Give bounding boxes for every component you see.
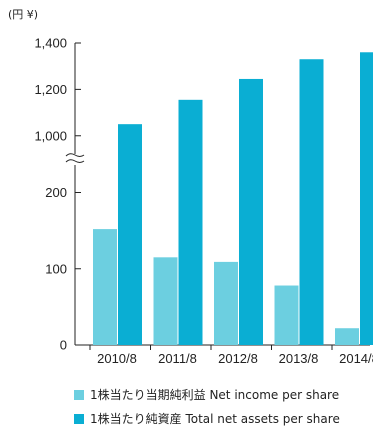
bar-net-income [153,257,178,345]
legend-item-net-assets: 1株当たり純資産 Total net assets per share [74,410,340,427]
y-axis: 0 100 200 1,000 1,200 1,400 [34,36,370,353]
x-tick-label: 2012/8 [218,351,258,366]
y-tick-label: 200 [45,185,67,200]
axis-break-mark-top [65,153,85,157]
legend-label-net-income: 1株当たり当期純利益 Net income per share [90,388,340,402]
bar-net-income [335,328,359,345]
x-tick-label: 2011/8 [158,351,197,366]
bar-net-assets [360,52,373,345]
legend-label-net-assets: 1株当たり純資産 Total net assets per share [90,412,340,426]
y-tick-label: 100 [45,261,67,276]
y-tick-label: 0 [60,338,67,353]
y-tick-label: 1,000 [34,128,67,143]
bar-net-assets [118,124,142,345]
legend-swatch-net-assets [74,413,84,424]
bar-net-income [93,229,117,345]
legend-swatch-net-income [74,389,84,400]
x-tick-label: 2014/8 [339,351,373,366]
axis-break-mark-bottom [65,159,85,163]
x-tick-label: 2010/8 [97,351,137,366]
bars [93,52,373,346]
bar-net-assets [299,59,324,346]
y-tick-label: 1,400 [34,36,67,51]
bar-net-income [274,285,299,345]
legend-item-net-income: 1株当たり当期純利益 Net income per share [74,386,339,403]
bar-net-income [214,261,238,345]
x-axis: 2010/8 2011/8 2012/8 2013/8 2014/8 [89,345,373,366]
x-tick-label: 2013/8 [279,351,319,366]
bar-net-assets [239,78,263,345]
unit-label: (円 ¥) [8,8,39,21]
bar-net-assets [178,99,203,345]
y-tick-label: 1,200 [34,82,67,97]
